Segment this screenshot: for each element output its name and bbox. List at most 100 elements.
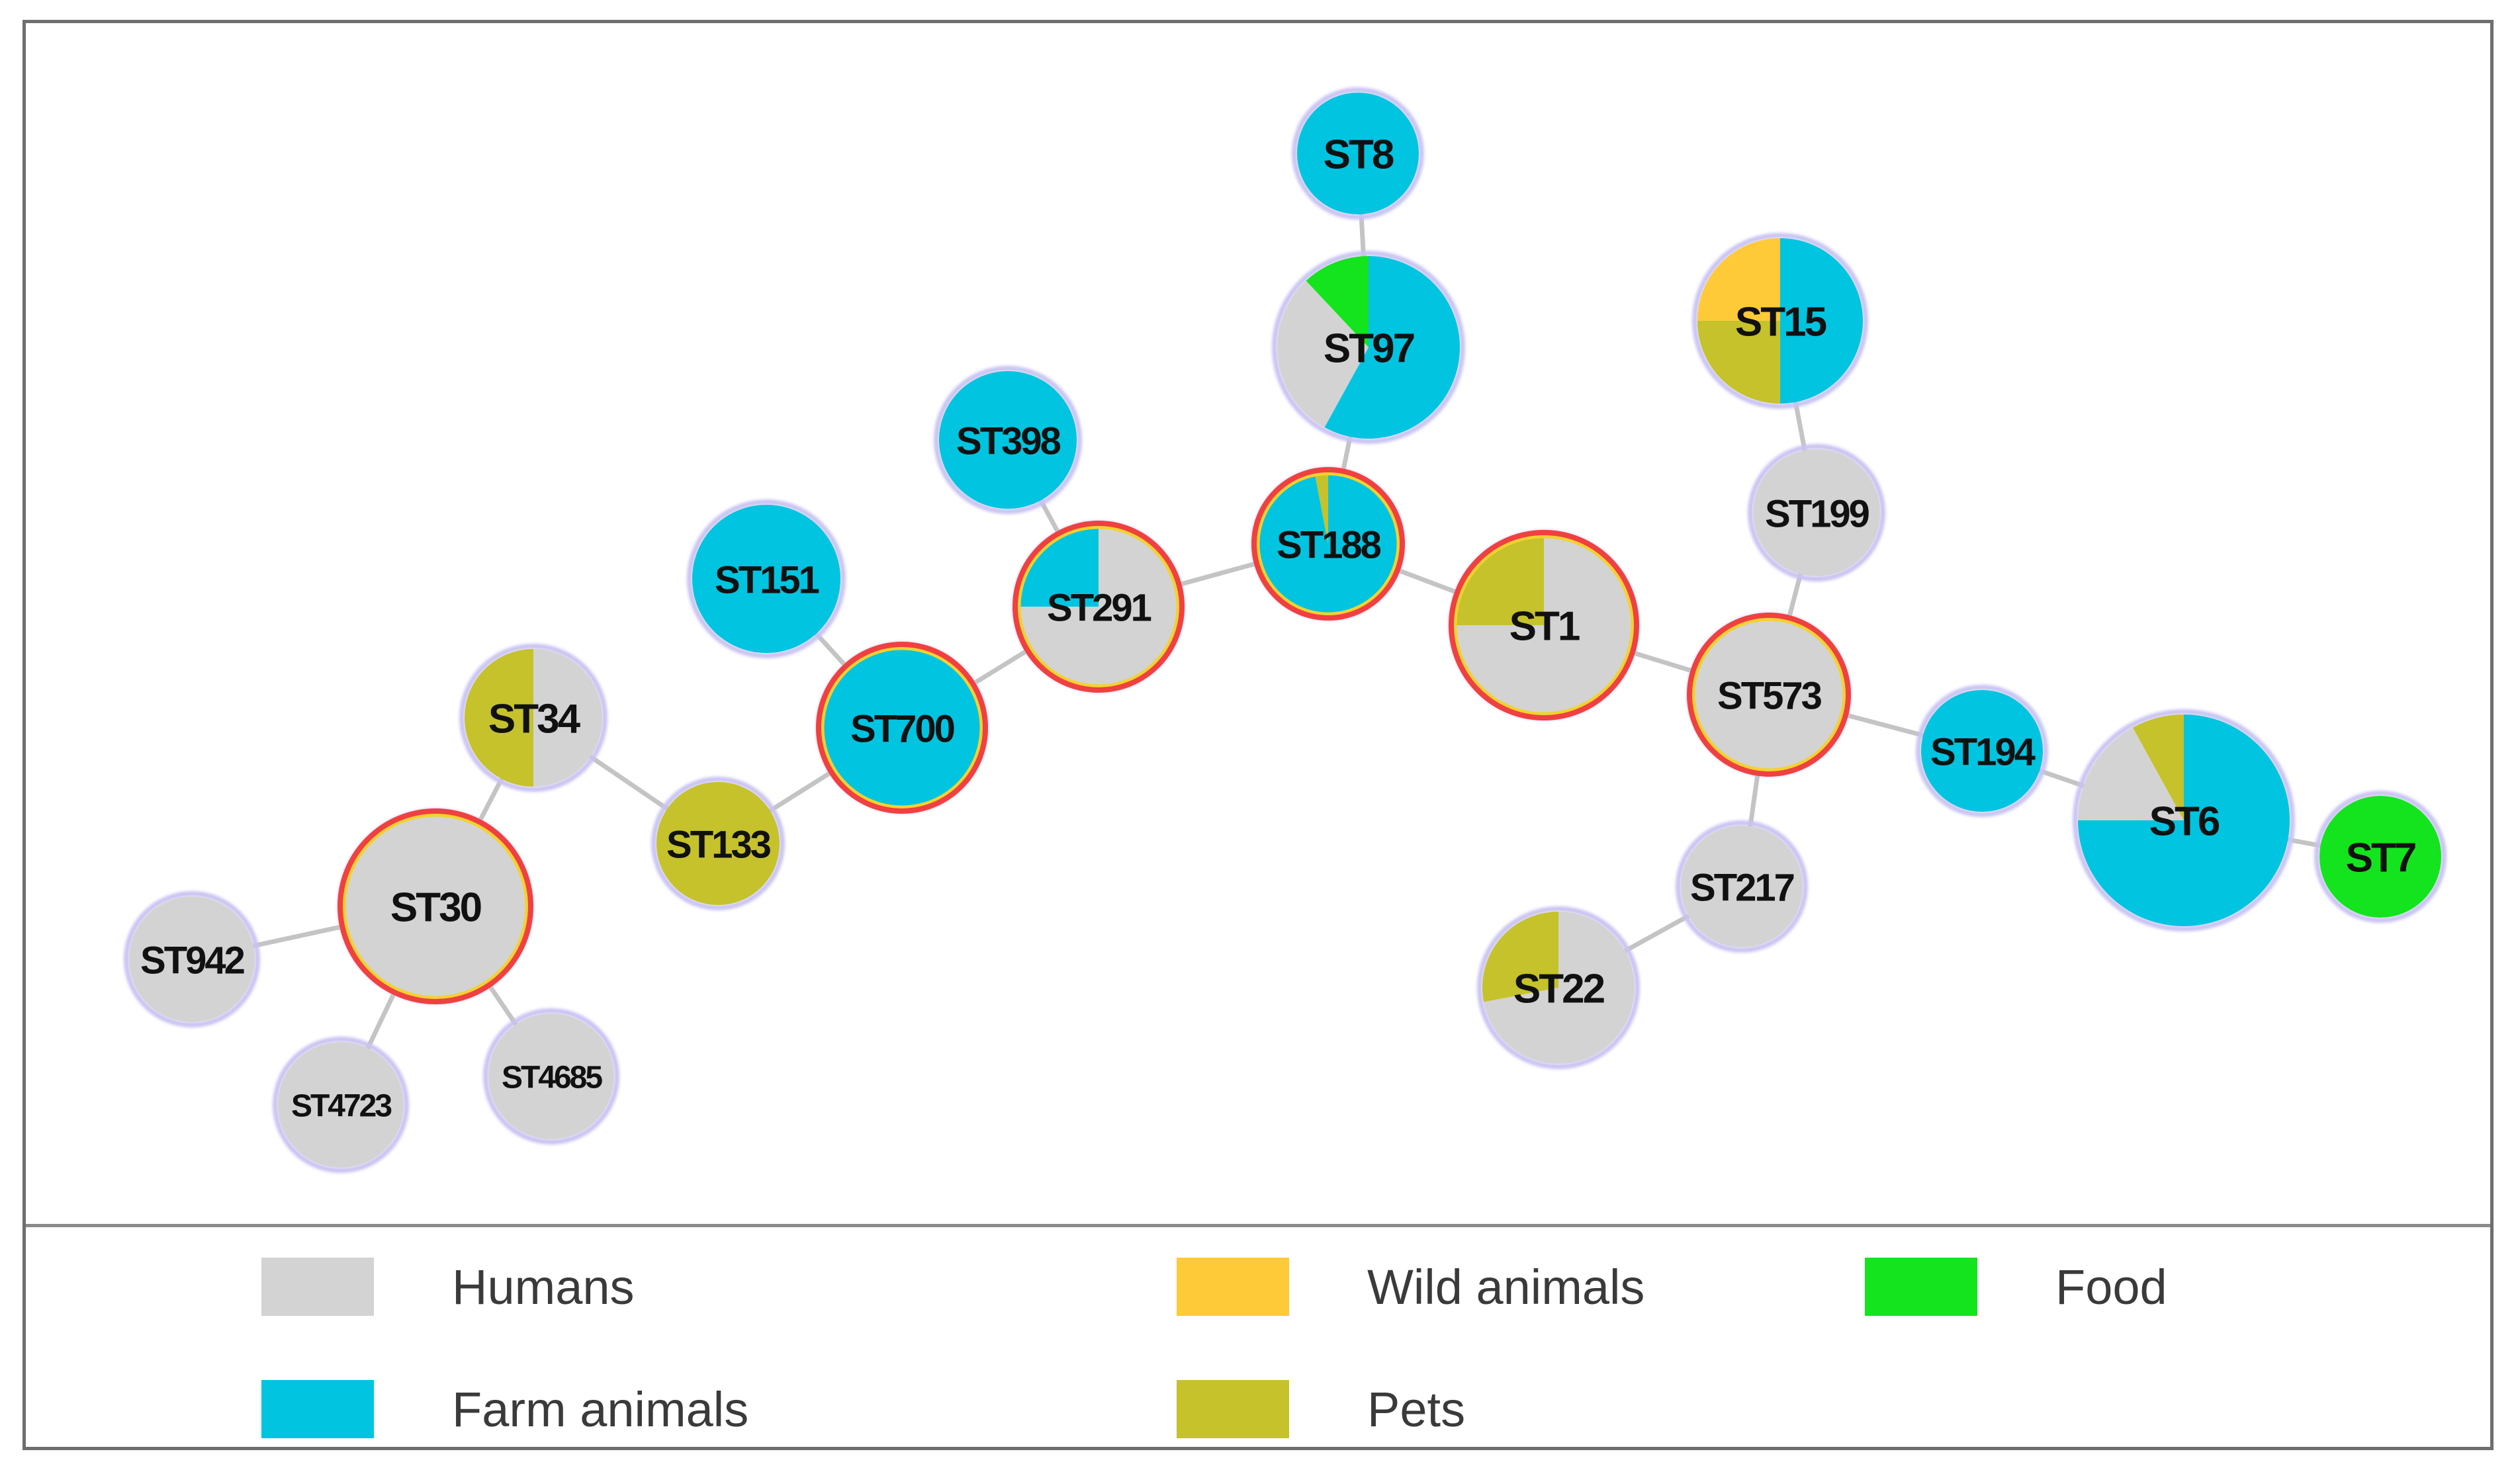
nodes-layer: ST8 ST97 ST398 ST188 ST151 ST291 ST700 ST34 ST13… (124, 87, 2447, 1173)
legend-swatch-farm-animals (261, 1380, 374, 1438)
slice-pets (2132, 714, 2184, 820)
highlight-inner-ring (1017, 525, 1180, 688)
slice-humans (1753, 449, 1880, 576)
slice-humans (1277, 281, 1369, 427)
node-st8[interactable]: ST8 (1292, 87, 1424, 220)
slice-pets (465, 649, 533, 787)
slice-pets (1697, 321, 1780, 404)
node-st30[interactable]: ST30 (338, 808, 533, 1004)
node-label: ST15 (1735, 300, 1826, 345)
legend-label-wild-animals: Wild animals (1367, 1259, 1645, 1315)
slice-farm (1780, 238, 1863, 404)
node-label: ST700 (850, 708, 954, 751)
node-halo (651, 777, 785, 910)
node-label: ST4723 (291, 1089, 391, 1124)
highlight-ring (1251, 467, 1405, 621)
node-label: ST199 (1765, 493, 1869, 536)
slice-food (2319, 796, 2441, 918)
node-st7[interactable]: ST7 (2314, 791, 2447, 923)
node-st6[interactable]: ST6 (2073, 709, 2295, 931)
legend-item-pets: Pets (1177, 1376, 1465, 1442)
node-halo (1292, 87, 1424, 220)
slice-humans (1681, 826, 1803, 947)
slice-farm (821, 647, 983, 808)
node-st34[interactable]: ST34 (459, 644, 608, 792)
node-st4685[interactable]: ST4685 (483, 1008, 619, 1145)
slice-pets (1482, 912, 1558, 1002)
slice-humans (488, 1014, 614, 1139)
slice-farm (1324, 256, 1460, 439)
node-halo (1676, 820, 1808, 953)
legend-label-pets: Pets (1367, 1381, 1466, 1437)
node-halo (124, 891, 260, 1027)
highlight-inner-ring (821, 646, 983, 809)
node-st194[interactable]: ST194 (1916, 685, 2048, 817)
legend-item-farm-animals: Farm animals (261, 1376, 748, 1442)
node-label: ST34 (488, 697, 581, 742)
slice-farm (939, 371, 1077, 509)
node-st151[interactable]: ST151 (687, 499, 846, 658)
slice-farm (1297, 93, 1419, 214)
node-label: ST6 (2149, 799, 2220, 845)
node-label: ST4685 (502, 1060, 602, 1096)
node-st4723[interactable]: ST4723 (273, 1037, 409, 1173)
highlight-ring (338, 808, 533, 1004)
node-st133[interactable]: ST133 (651, 777, 785, 910)
node-label: ST22 (1513, 967, 1604, 1012)
node-st942[interactable]: ST942 (124, 891, 260, 1027)
node-label: ST188 (1277, 524, 1381, 567)
slice-pets (1454, 535, 1544, 625)
legend-divider (26, 1224, 2490, 1227)
node-halo (687, 499, 846, 658)
slice-farm (692, 505, 840, 653)
highlight-inner-ring (1691, 617, 1846, 772)
node-label: ST97 (1324, 326, 1414, 372)
node-halo (2314, 791, 2447, 923)
slice-food (1306, 256, 1369, 347)
node-halo (1748, 444, 1885, 582)
node-label: ST217 (1690, 867, 1794, 910)
mst-network: ST8 ST97 ST398 ST188 ST151 ST291 ST700 ST34 ST13… (124, 87, 2447, 1173)
slice-humans (533, 649, 602, 787)
slice-humans (343, 814, 528, 999)
slice-humans (278, 1042, 404, 1168)
highlight-ring (1012, 521, 1185, 693)
node-halo (2073, 709, 2295, 931)
slice-humans (2078, 727, 2184, 820)
node-st291[interactable]: ST291 (1012, 521, 1185, 693)
legend-item-humans: Humans (261, 1254, 635, 1320)
node-label: ST398 (956, 420, 1061, 463)
slice-humans (1484, 912, 1635, 1064)
highlight-ring (1687, 613, 1851, 777)
node-halo (1272, 251, 1465, 444)
node-st188[interactable]: ST188 (1251, 467, 1405, 621)
node-label: ST8 (1324, 132, 1394, 178)
slice-farm (1921, 690, 2043, 812)
node-halo (1692, 233, 1868, 409)
highlight-ring (1449, 530, 1639, 720)
node-st1[interactable]: ST1 (1449, 530, 1639, 720)
node-st398[interactable]: ST398 (934, 366, 1082, 514)
slice-humans (1692, 618, 1846, 771)
node-st22[interactable]: ST22 (1477, 906, 1640, 1069)
node-st217[interactable]: ST217 (1676, 820, 1808, 953)
node-st700[interactable]: ST700 (816, 642, 988, 814)
node-label: ST1 (1509, 604, 1580, 650)
legend-label-humans: Humans (452, 1259, 635, 1315)
node-label: ST291 (1047, 587, 1151, 630)
highlight-inner-ring (342, 813, 529, 1000)
node-halo (273, 1037, 409, 1173)
node-st573[interactable]: ST573 (1687, 613, 1851, 777)
legend-swatch-pets (1177, 1380, 1289, 1438)
node-st97[interactable]: ST97 (1272, 251, 1465, 444)
slice-humans (129, 896, 255, 1022)
node-halo (1916, 685, 2048, 817)
node-label: ST194 (1930, 731, 2036, 774)
node-st199[interactable]: ST199 (1748, 444, 1885, 582)
legend-item-wild-animals: Wild animals (1177, 1254, 1644, 1320)
node-label: ST573 (1717, 675, 1822, 718)
node-st15[interactable]: ST15 (1692, 233, 1868, 409)
node-label: ST7 (2346, 836, 2415, 881)
legend-label-farm-animals: Farm animals (452, 1381, 749, 1437)
highlight-inner-ring (1256, 472, 1400, 616)
